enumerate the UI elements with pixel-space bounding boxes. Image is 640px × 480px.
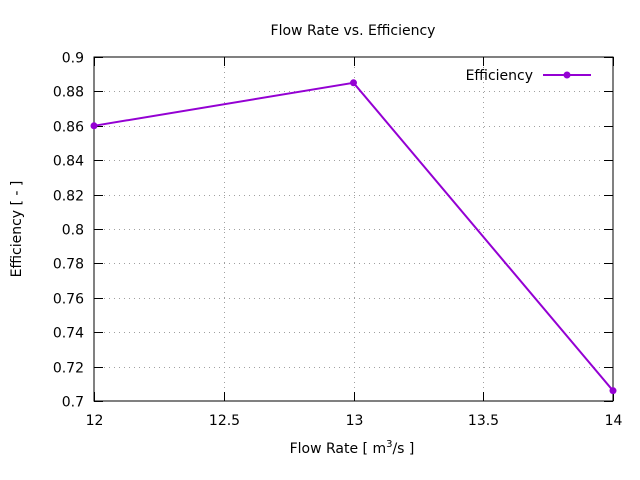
y-tick-label: 0.86 [53,120,84,136]
x-axis-label-superscript: 3 [386,439,392,450]
legend-label: Efficiency [466,68,533,84]
x-axis-label: Flow Rate [ m3/s ] [290,439,415,457]
legend-marker [563,71,571,79]
data-point [350,79,357,87]
y-tick-label: 0.78 [53,257,84,273]
y-tick-label: 0.72 [53,361,84,377]
x-tick-label: 12.5 [209,413,240,429]
y-tick-label: 0.76 [53,292,84,308]
data-point [90,122,98,130]
y-tick-label: 0.74 [53,326,84,342]
y-tick-label: 0.7 [62,395,84,411]
y-tick-label: 0.82 [53,189,84,205]
plot-frame [93,56,614,402]
x-tick-label: 13 [346,413,364,429]
y-tick-label: 0.9 [62,51,84,67]
series [90,79,617,395]
data-point [609,387,617,395]
chart-title: Flow Rate vs. Efficiency [271,23,436,39]
y-axis-label: Efficiency [ - ] [9,181,25,278]
x-tick-label: 13.5 [468,413,499,429]
x-axis-label-tail: /s ] [392,441,414,457]
x-tick-label: 14 [605,413,623,429]
grid [94,57,613,401]
y-tick-label: 0.84 [53,154,84,170]
x-tick-label: 12 [86,413,104,429]
series-line [93,81,614,392]
legend: Efficiency [466,68,591,84]
y-tick-label: 0.8 [62,223,84,239]
x-axis-label-main: Flow Rate [ m [290,441,387,457]
ticks: 0.7 0.72 0.74 0.76 0.78 0.8 0.82 0.84 0.86 0.88 0.… [53,51,623,430]
y-tick-label: 0.88 [53,85,84,101]
